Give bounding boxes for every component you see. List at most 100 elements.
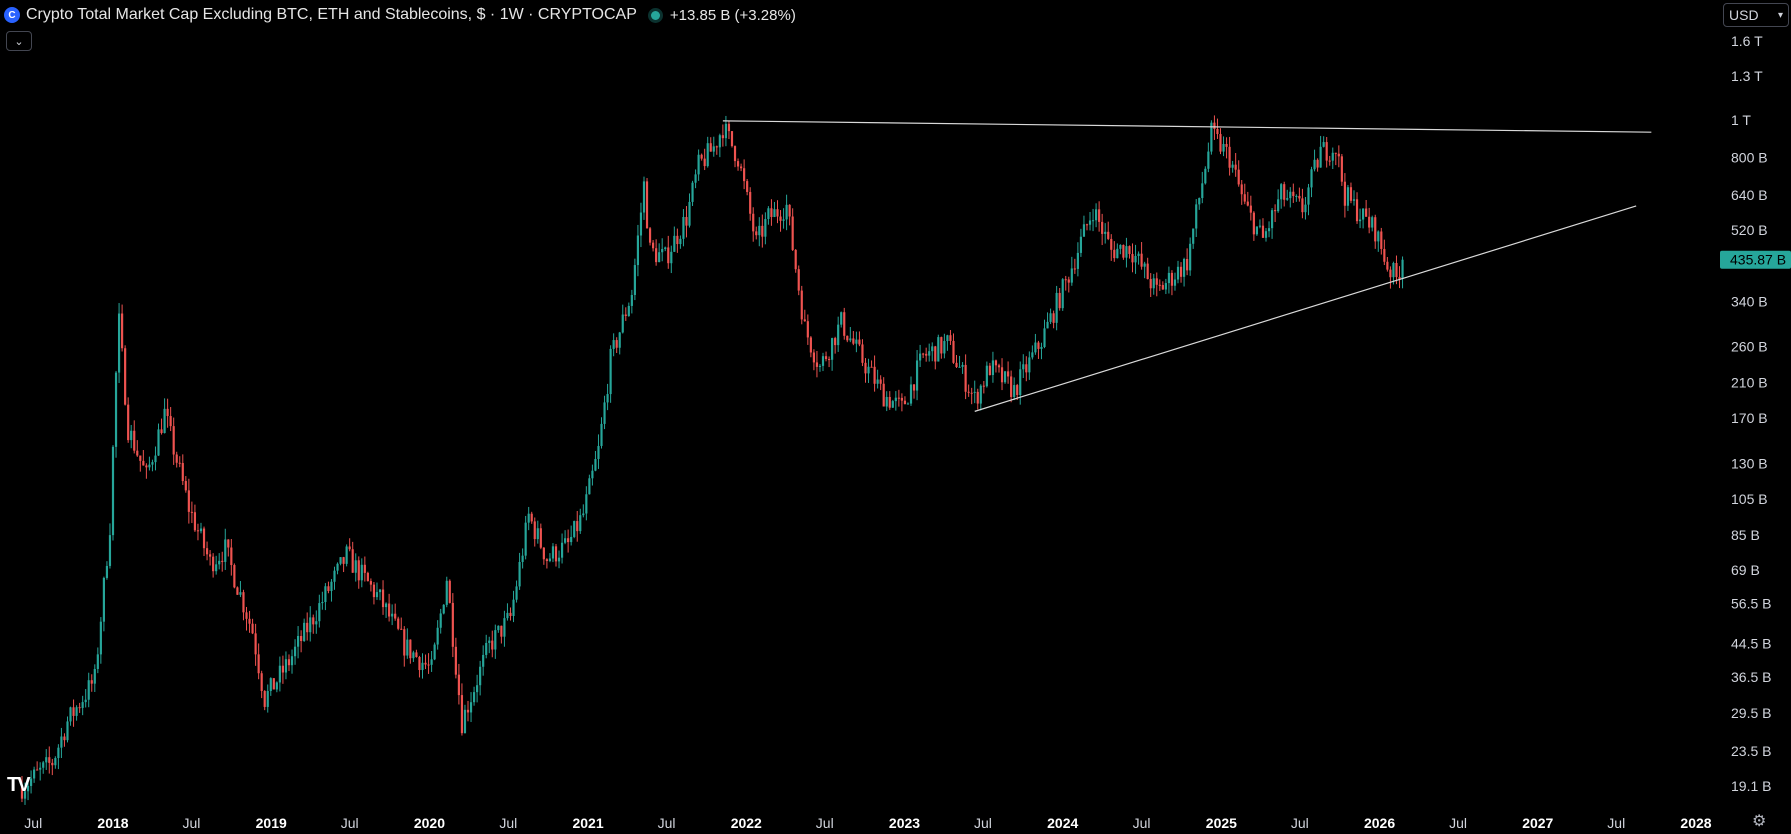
candle	[1003, 370, 1007, 384]
cryptocap-logo-icon[interactable]: C	[4, 7, 20, 23]
candle-body	[1149, 279, 1152, 289]
candle-body	[982, 385, 985, 387]
candle-body	[642, 181, 646, 213]
candle	[281, 655, 285, 684]
candle	[727, 120, 731, 140]
candle-body	[433, 644, 436, 660]
candle	[1040, 342, 1043, 360]
candle-body	[1085, 224, 1089, 226]
candlestick-series	[20, 115, 1404, 805]
candle	[988, 362, 991, 376]
candle	[994, 359, 998, 373]
candle-body	[384, 603, 388, 608]
candle-body	[1173, 279, 1177, 286]
time-tick-label: Jul	[1133, 815, 1151, 831]
collapse-legend-button[interactable]: ⌄	[6, 31, 32, 51]
candle	[791, 208, 794, 252]
price-tick-label: 1 T	[1731, 112, 1751, 128]
candle	[527, 506, 530, 531]
gear-icon[interactable]: ⚙	[1752, 813, 1767, 830]
candle-body	[564, 538, 567, 543]
candle	[952, 333, 955, 364]
candle-body	[26, 785, 30, 792]
candle	[287, 654, 291, 672]
candle	[642, 176, 646, 220]
candle-body	[348, 546, 351, 550]
candle-body	[57, 747, 60, 759]
candle	[127, 397, 130, 443]
candle	[145, 463, 148, 479]
candle	[224, 528, 227, 570]
candle-body	[764, 219, 767, 237]
candle-body	[363, 564, 366, 573]
candle	[1107, 221, 1110, 241]
candle-body	[81, 702, 84, 708]
candle	[172, 417, 175, 465]
candle-body	[360, 564, 363, 581]
candle	[712, 136, 715, 157]
candle	[87, 672, 90, 708]
price-tick-label: 640 B	[1731, 187, 1768, 203]
candle	[1267, 221, 1271, 238]
candle	[779, 210, 782, 232]
candle	[773, 201, 776, 218]
candle	[879, 375, 882, 391]
candle-body	[1094, 209, 1098, 221]
candle	[248, 610, 251, 633]
tradingview-logo-icon[interactable]: TV	[7, 774, 31, 796]
candle-body	[1267, 228, 1271, 232]
candle-body	[157, 429, 160, 456]
candle-body	[1019, 369, 1022, 395]
candle-body	[746, 181, 749, 192]
candle	[66, 716, 69, 743]
candle-body	[421, 662, 424, 671]
candle-body	[148, 464, 151, 468]
time-tick-label: Jul	[341, 815, 359, 831]
price-tick-label: 69 B	[1731, 562, 1760, 578]
candle	[618, 331, 621, 355]
candle-body	[876, 379, 879, 384]
candle	[1007, 361, 1010, 384]
candle	[476, 674, 479, 703]
candle-body	[1228, 146, 1231, 168]
candle	[1343, 173, 1346, 218]
candle-body	[133, 430, 136, 451]
candle-body	[1277, 199, 1280, 212]
candle-body	[1101, 221, 1104, 234]
candle	[488, 636, 491, 654]
candle-body	[1161, 285, 1164, 290]
time-axis[interactable]: Jul 2018 Jul 2019 Jul 2020 Jul 2021 Jul 2022 Jul 20…	[24, 815, 1711, 831]
trendline-support[interactable]	[974, 205, 1637, 412]
candle	[454, 637, 457, 679]
candle	[639, 202, 643, 248]
candle	[1167, 266, 1171, 294]
trendlines[interactable]	[722, 120, 1652, 412]
candle	[114, 370, 118, 458]
symbol-title[interactable]: Crypto Total Market Cap Excluding BTC, E…	[26, 6, 637, 23]
candle-body	[1225, 143, 1228, 147]
trendline-resistance[interactable]	[722, 120, 1652, 133]
candle-body	[521, 555, 524, 562]
candle-body	[551, 546, 555, 559]
candle-body	[664, 247, 667, 249]
candle	[1258, 219, 1262, 229]
candle-body	[1189, 243, 1192, 271]
candle	[442, 604, 445, 615]
time-tick-label: 2023	[889, 815, 920, 831]
price-tick-label: 130 B	[1731, 455, 1768, 471]
candle-body	[560, 542, 564, 558]
price-axis[interactable]: 1.6 T 1.3 T 1 T 800 B 640 B 520 B 340 B 260 B 21…	[1731, 33, 1771, 794]
candle	[1098, 201, 1101, 232]
currency-select[interactable]: USD ▾	[1723, 3, 1789, 27]
last-price-label: 435.87 B	[1730, 252, 1786, 268]
candle	[1158, 279, 1161, 291]
candle	[1386, 256, 1389, 272]
candle	[1365, 200, 1368, 217]
candle	[1331, 147, 1334, 170]
candle-body	[1192, 228, 1195, 244]
candle	[269, 677, 272, 696]
candle-body	[102, 577, 105, 622]
candle	[1255, 226, 1258, 236]
candle	[1349, 182, 1353, 204]
